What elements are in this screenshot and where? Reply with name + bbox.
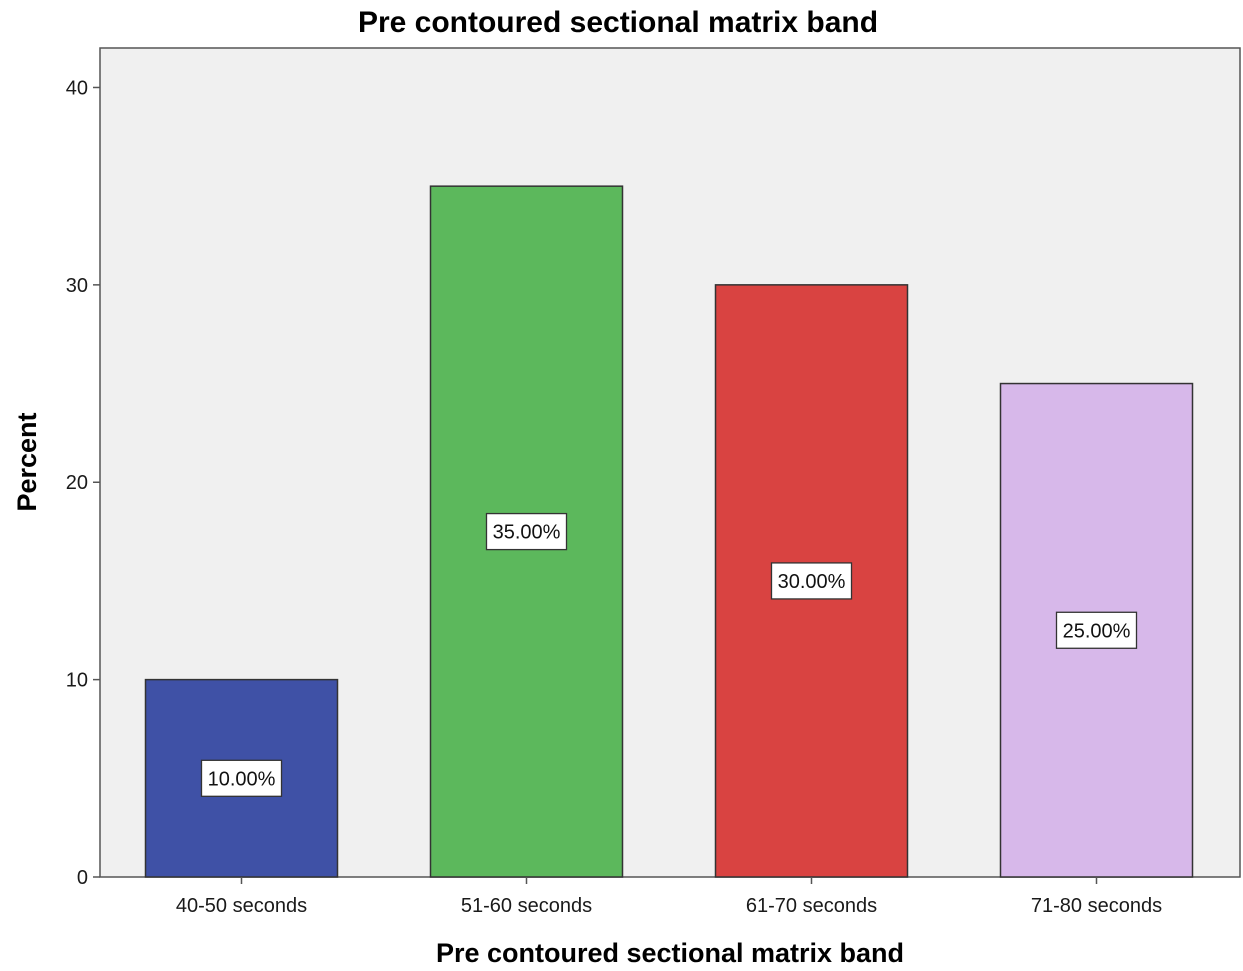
x-axis: 40-50 seconds 51-60 seconds 61-70 seconds 7… bbox=[176, 877, 1162, 917]
data-label: 10.00% bbox=[208, 768, 276, 790]
data-label: 25.00% bbox=[1063, 620, 1131, 642]
chart-title: Pre contoured sectional matrix band bbox=[358, 6, 878, 39]
y-tick-label: 10 bbox=[66, 670, 88, 692]
y-axis: 0 10 20 30 40 bbox=[66, 77, 100, 889]
y-tick-label: 40 bbox=[66, 77, 88, 99]
x-tick-label: 51-60 seconds bbox=[461, 895, 592, 917]
data-label: 35.00% bbox=[493, 522, 561, 544]
x-axis-title: Pre contoured sectional matrix band bbox=[436, 938, 904, 968]
data-label-box bbox=[200, 759, 283, 797]
y-tick-label: 20 bbox=[66, 472, 88, 494]
y-axis-title: Percent bbox=[12, 412, 42, 511]
y-tick-label: 0 bbox=[77, 867, 88, 889]
x-tick-label: 71-80 seconds bbox=[1031, 895, 1162, 917]
x-tick-label: 40-50 seconds bbox=[176, 895, 307, 917]
data-label-box bbox=[770, 562, 853, 600]
data-labels-layer: 10.00% 35.00% 30.00% 25.00% bbox=[200, 512, 1138, 797]
y-tick-label: 30 bbox=[66, 275, 88, 297]
data-label-box bbox=[485, 512, 568, 551]
x-tick-label: 61-70 seconds bbox=[746, 895, 877, 917]
data-label-box bbox=[1055, 611, 1138, 649]
data-label: 30.00% bbox=[778, 571, 846, 593]
